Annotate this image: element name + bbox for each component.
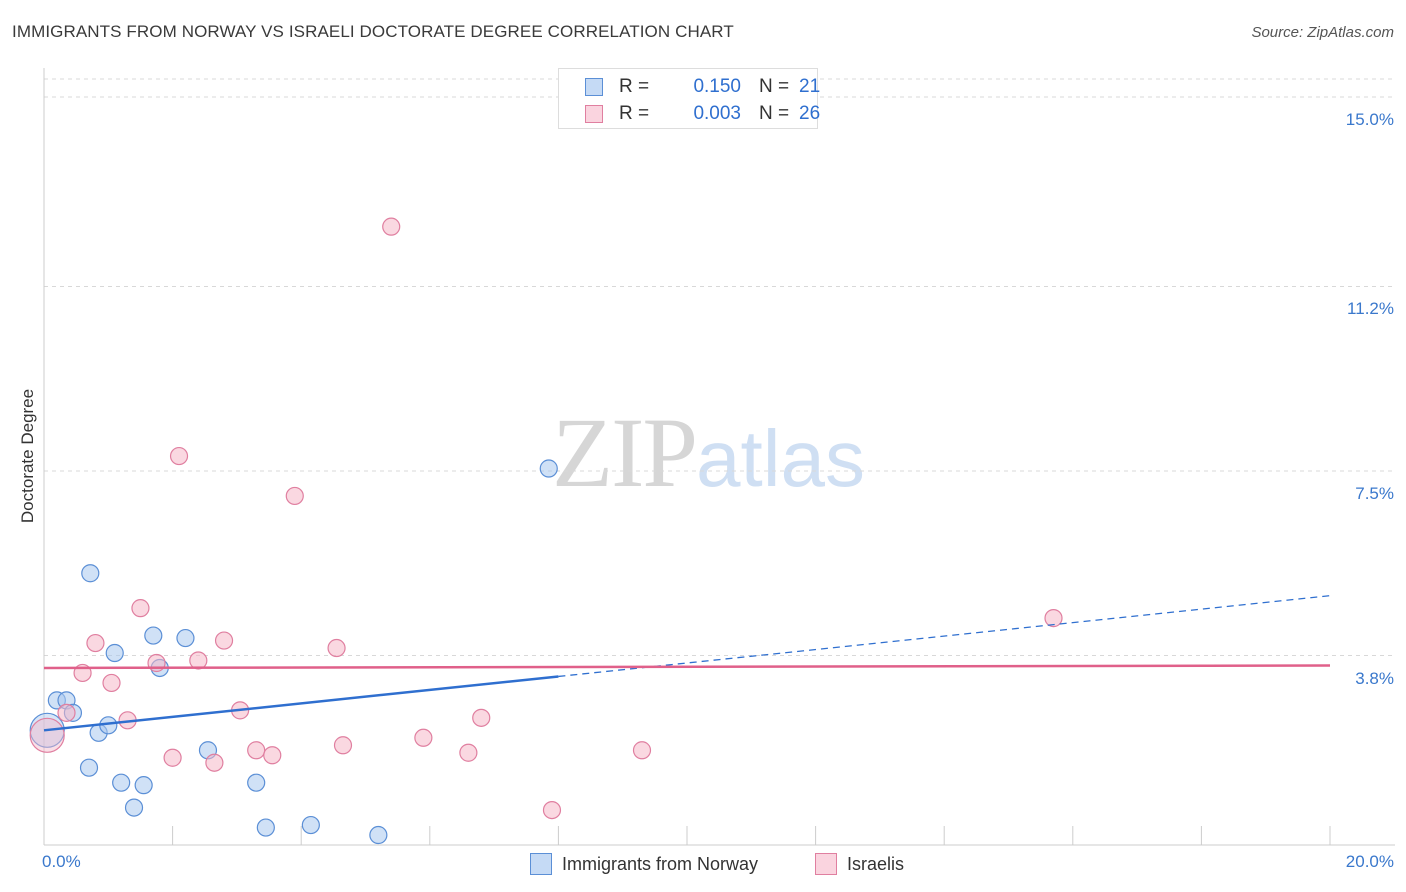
israelis-point [333,736,353,755]
norway-point [176,628,195,648]
israelis-point [163,748,182,767]
n-value-norway: 21 [799,76,821,97]
r-value-norway: 0.150 [693,76,741,97]
israelis-point [1044,609,1063,628]
chart-title: IMMIGRANTS FROM NORWAY VS ISRAELI DOCTOR… [12,22,734,41]
israelis-point [459,743,478,762]
r-label: R = [619,103,650,124]
israelis-point [169,446,189,466]
norway-point [124,798,144,817]
israelis-point [472,708,491,727]
israelis-legend-swatch [815,853,837,875]
norway-trend-line-extension [558,595,1331,678]
x-tick-label-min: 0.0% [42,852,81,871]
norway-point [79,758,99,777]
n-value-israelis: 26 [799,103,821,124]
legend-label-israelis: Israelis [847,854,905,874]
israelis-point [263,746,282,765]
watermark-zip: ZIP [552,397,698,508]
watermark-atlas: atlas [696,414,865,503]
r-value-israelis: 0.003 [693,103,741,124]
norway-swatch [585,78,603,96]
israelis-point [205,753,224,772]
israelis-point [247,741,266,760]
israelis-point [214,631,234,650]
israelis-point [327,638,346,658]
n-label: N = [759,103,790,124]
norway-point [112,773,131,792]
israelis-point [382,217,401,236]
x-tick-label-max: 20.0% [1345,852,1394,871]
norway-point [144,626,163,645]
norway-point [105,643,124,663]
israelis-trend-line [43,664,1331,670]
israelis-point [57,703,76,722]
norway-point [247,773,266,792]
israelis-point [102,673,121,693]
israelis-point [29,717,65,753]
israelis-point [86,633,105,653]
source-credit: Source: ZipAtlas.com [1251,24,1394,41]
r-label: R = [619,76,650,97]
norway-point [81,564,100,583]
israelis-point [632,741,652,760]
israelis-point [542,800,562,820]
israelis-swatch [585,105,603,123]
y-axis-label: Doctorate Degree [18,388,37,524]
israelis-point [414,728,433,747]
y-tick-label-15: 15.0% [1345,110,1394,129]
norway-trend-line [43,675,559,732]
watermark: ZIPatlas [552,402,865,503]
y-tick-label-7-5: 7.5% [1355,484,1394,503]
stats-legend: R = 0.150 N = 21 R = 0.003 N = 26 [558,68,821,129]
norway-point [134,776,153,795]
norway-point [369,825,388,845]
norway-legend-swatch [530,853,552,875]
israelis-point [189,651,208,670]
legend-label-norway: Immigrants from Norway [562,854,759,874]
y-tick-label-11-2: 11.2% [1347,299,1394,319]
y-tick-label-3-8: 3.8% [1355,668,1394,688]
n-label: N = [759,76,790,97]
norway-point [301,815,320,835]
israelis-point [131,599,150,618]
norway-point [539,459,558,478]
series-legend: Immigrants from Norway Israelis [0,852,1406,876]
israelis-point [285,486,304,506]
norway-point [256,818,275,837]
